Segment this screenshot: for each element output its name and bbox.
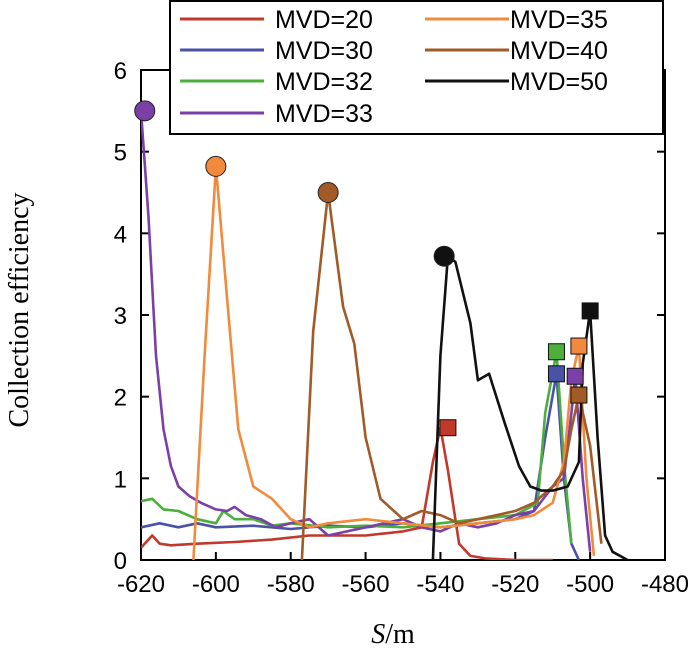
legend-label-mvd-50: MVD=50 [510,68,608,96]
series-layer [141,110,629,560]
x-axis-label: S/m [371,619,415,650]
y-axis-label: Collection efficiency [4,192,35,427]
peak-square-mvd-32 [547,343,565,361]
axis-labels: S/m Collection efficiency [4,192,415,650]
peak-square-mvd-30 [547,365,565,383]
peak-square-mvd-33 [566,367,584,385]
peak-square-mvd-35 [570,337,588,355]
x-tick-label: -500 [566,571,614,598]
y-tick-label: 1 [114,466,127,493]
y-tick-label: 6 [114,58,127,85]
y-tick-label: 0 [114,548,127,575]
series-line-mvd-33 [141,110,592,552]
x-tick-label: -580 [267,571,315,598]
y-tick-label: 4 [114,221,127,248]
y-tick-label: 5 [114,140,127,167]
legend-label-mvd-20: MVD=20 [275,6,373,34]
x-tick-label: -620 [117,571,165,598]
peak-circle-mvd-50 [433,245,455,267]
series-line-mvd-30 [141,372,581,560]
legend-label-mvd-32: MVD=32 [275,68,373,96]
peak-circle-mvd-35 [205,155,227,177]
legend-label-mvd-40: MVD=40 [510,37,608,65]
peak-square-mvd-50 [581,302,599,320]
peak-square-mvd-20 [439,419,457,437]
series-line-mvd-35 [192,165,596,560]
start-circle-mvd-33 [134,100,156,122]
legend-label-mvd-35: MVD=35 [510,6,608,34]
peak-circle-mvd-40 [317,182,339,203]
x-axis-label-symbol: S [371,619,385,650]
y-tick-label: 3 [114,303,127,330]
legend: MVD=20 MVD=30 MVD=32 MVD=33 MVD=35 MVD=40 MVD=… [169,0,664,135]
y-tick-label: 2 [114,385,127,412]
x-tick-label: -560 [342,571,390,598]
x-axis-label-unit: /m [385,619,415,650]
x-tick-label: -480 [641,571,689,598]
peak-square-mvd-40 [570,386,588,404]
series-line-mvd-32 [141,350,573,544]
legend-label-mvd-33: MVD=33 [275,100,373,128]
x-tick-label: -540 [416,571,464,598]
x-tick-label: -520 [491,571,539,598]
x-tick-label: -600 [192,571,240,598]
series-line-mvd-20 [141,426,553,560]
marker-layer [134,100,599,437]
series-line-mvd-40 [300,191,603,560]
series-line-mvd-50 [431,254,629,560]
legend-label-mvd-30: MVD=30 [275,37,373,65]
